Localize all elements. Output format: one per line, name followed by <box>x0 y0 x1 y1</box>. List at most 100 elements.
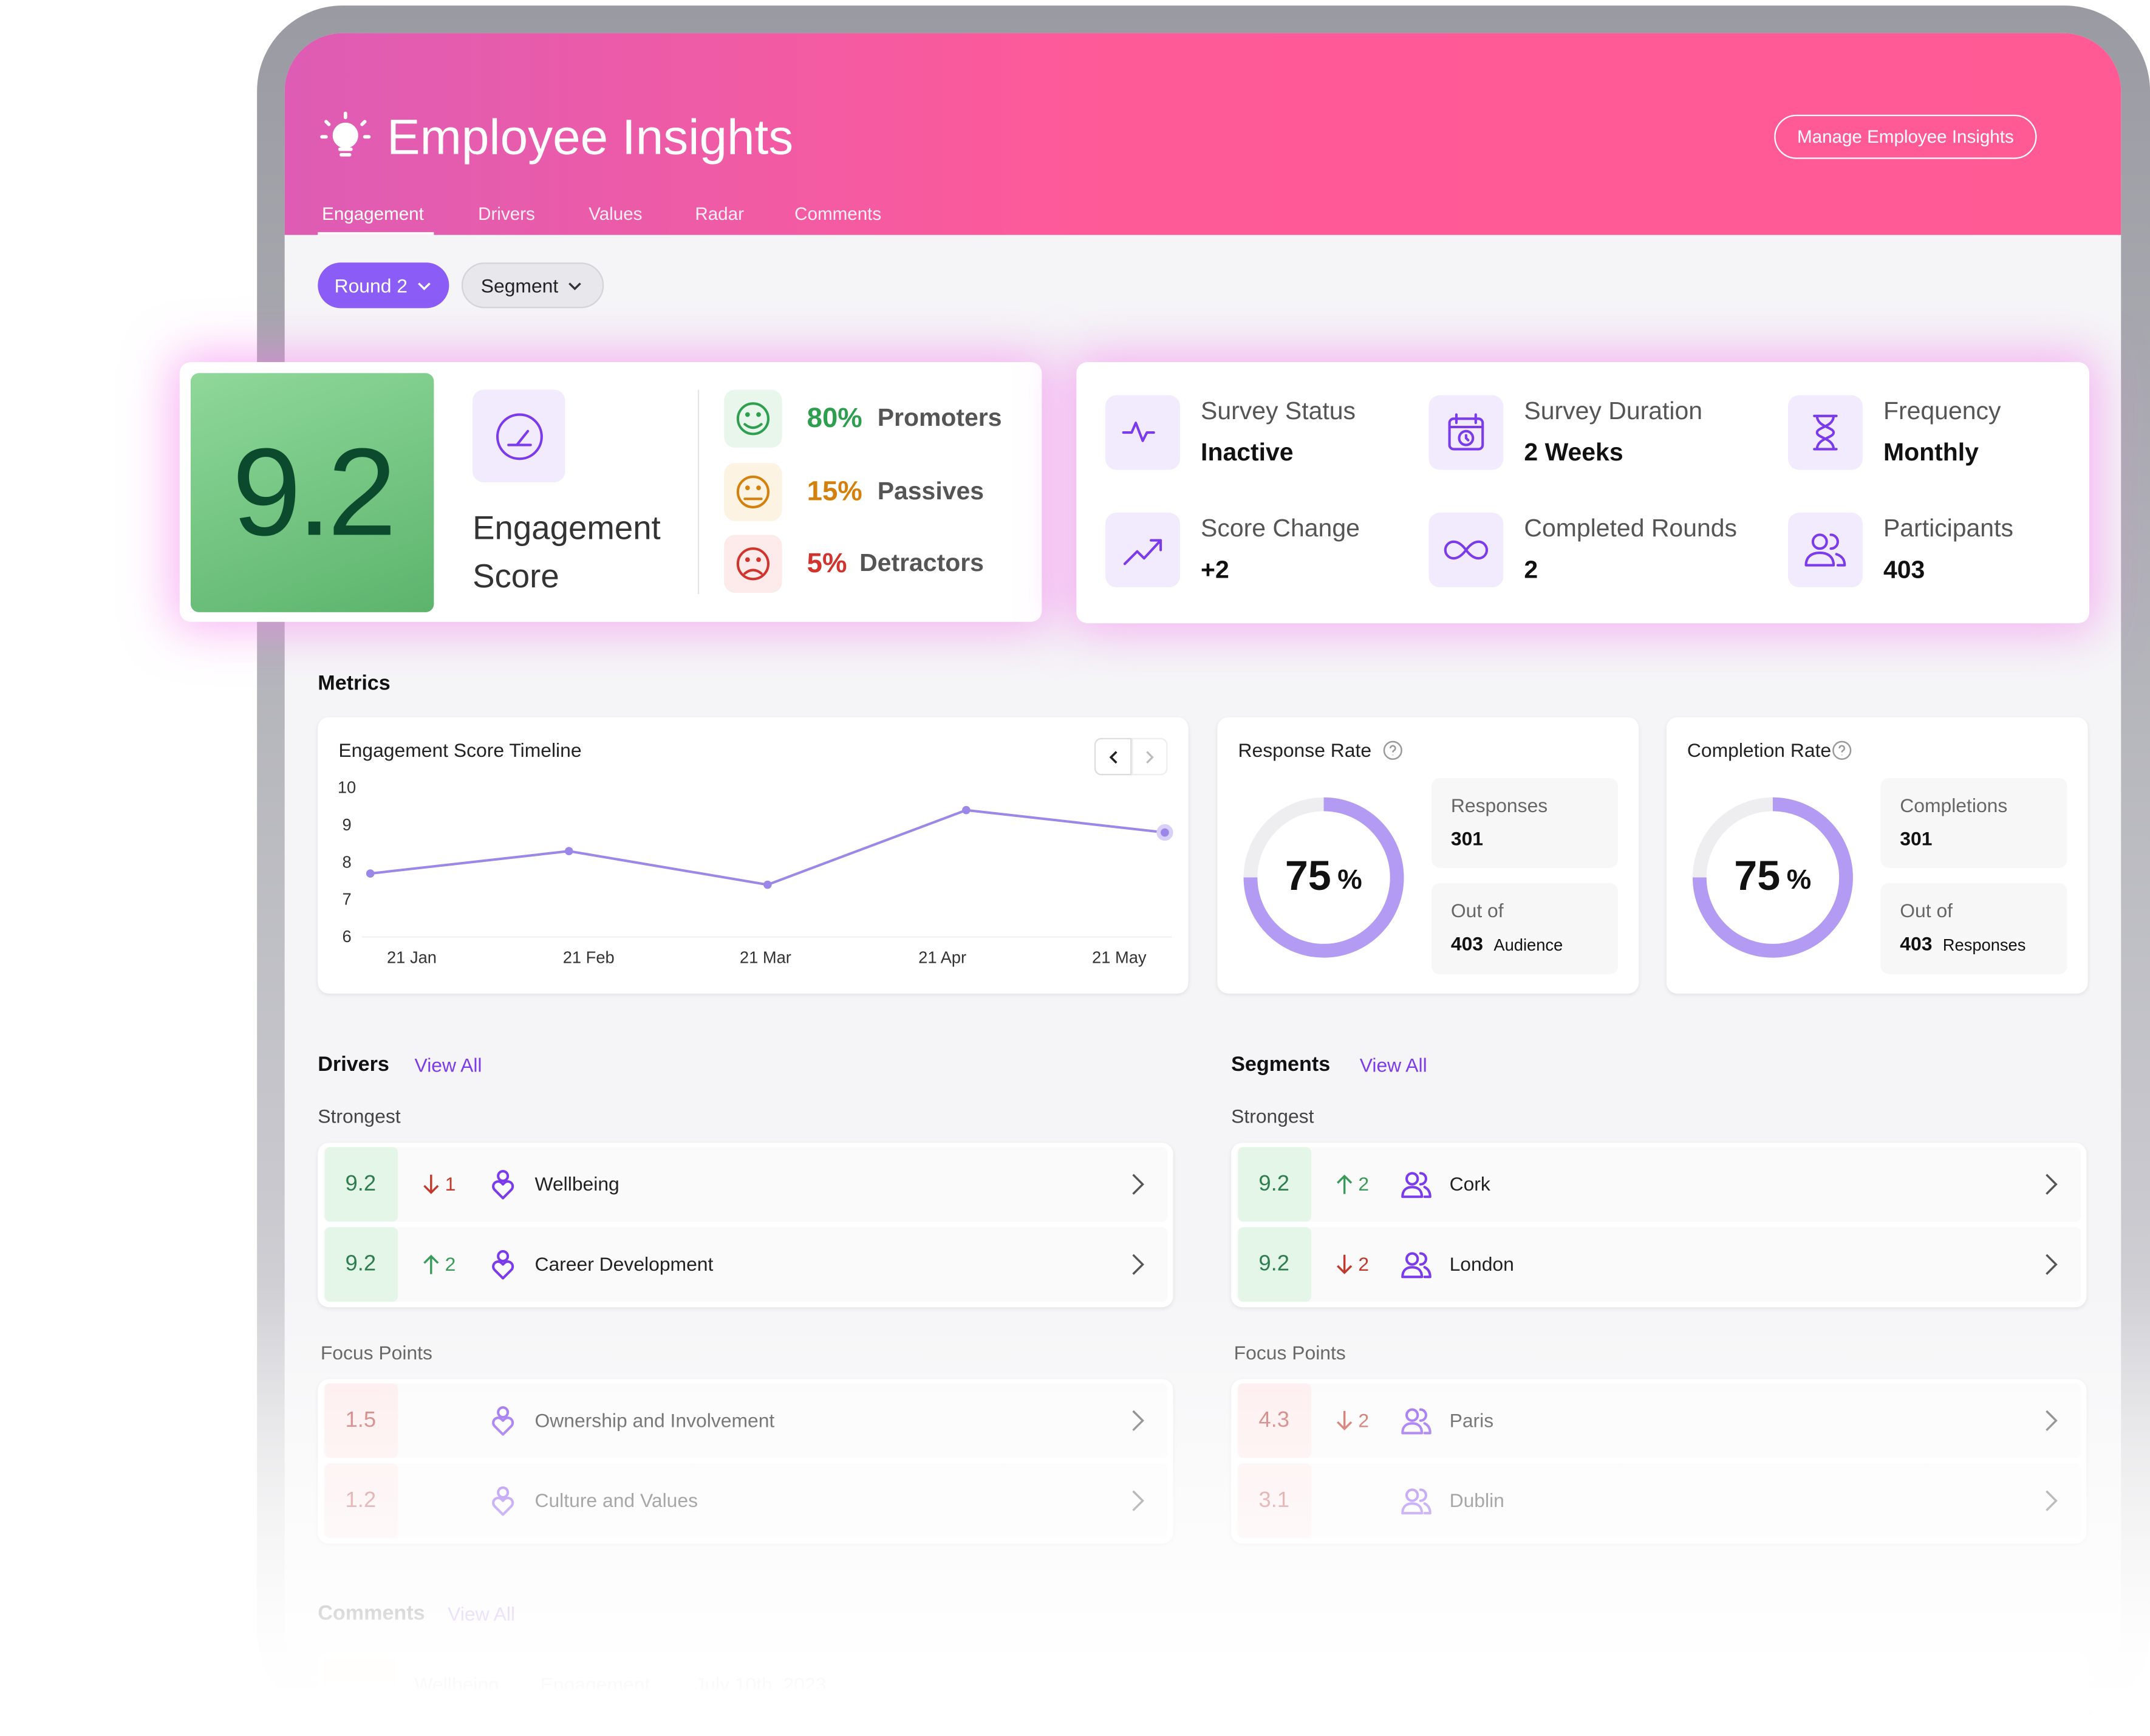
nav-tab[interactable]: Values <box>589 203 643 225</box>
group-label: Focus Points <box>1234 1341 1346 1364</box>
score-tile <box>190 373 434 612</box>
score-cell <box>1238 1147 1312 1222</box>
group-label: Focus Points <box>320 1341 432 1364</box>
row-change: 2 <box>1358 1172 1370 1195</box>
nav-tab[interactable]: Engagement <box>322 203 424 225</box>
change-arrow <box>423 1174 439 1194</box>
view-all-link[interactable]: View All <box>1359 1053 1427 1076</box>
list-row[interactable] <box>323 1147 1168 1222</box>
stat-icon <box>1123 539 1162 566</box>
total-unit: Audience <box>1493 935 1563 955</box>
bulb-icon <box>320 111 371 157</box>
stat-value: 403 <box>1883 556 1925 584</box>
row-chevron <box>2046 1490 2058 1511</box>
header <box>284 33 2121 235</box>
stat-icon-box <box>1105 395 1180 470</box>
row-chevron <box>1132 1174 1144 1195</box>
rate-title: Response Rate <box>1238 739 1372 761</box>
x-tick-label: 21 Feb <box>562 948 615 968</box>
y-tick-label: 10 <box>337 777 357 798</box>
nps-label: Passives <box>877 477 985 505</box>
round-filter-label: Round 2 <box>334 274 408 297</box>
data-point <box>366 869 375 878</box>
row-score: 4.3 <box>1258 1409 1289 1432</box>
y-tick-label: 9 <box>342 815 352 835</box>
list-row[interactable] <box>1237 1147 2081 1222</box>
score-cell <box>324 1147 398 1222</box>
nps-percent: 80% <box>807 403 862 434</box>
total-box <box>1880 883 2067 974</box>
row-name: Wellbeing <box>534 1172 619 1195</box>
stat-value: Monthly <box>1883 438 1979 466</box>
row-icon <box>492 1170 514 1200</box>
row-name: Cork <box>1449 1172 1490 1195</box>
row-change: 1 <box>445 1172 456 1195</box>
rate-title: Completion Rate <box>1687 739 1832 761</box>
count-label: Responses <box>1450 794 1548 816</box>
section-title: Comments <box>318 1601 425 1625</box>
timeline-card <box>318 717 1189 994</box>
count-value: 301 <box>1900 827 1933 850</box>
gauge-arc <box>1243 797 1404 958</box>
total-label: Out of <box>1450 899 1504 921</box>
row-icon <box>492 1250 514 1280</box>
x-tick-label: 21 May <box>1092 948 1147 968</box>
row-score: 1.5 <box>345 1409 377 1432</box>
change-arrow <box>1337 1174 1353 1194</box>
row-score: 9.2 <box>345 1172 377 1196</box>
nav-tab[interactable]: Comments <box>794 203 882 225</box>
chevron <box>418 282 431 290</box>
nps-icon-box <box>724 463 782 521</box>
x-tick-label: 21 Mar <box>739 948 791 968</box>
stats-card <box>1076 362 2089 624</box>
count-value: 301 <box>1450 827 1483 850</box>
row-icon <box>1401 1488 1432 1515</box>
row-chevron <box>1132 1410 1144 1431</box>
row-name: Dublin <box>1449 1489 1504 1512</box>
list-row[interactable] <box>323 1463 1168 1539</box>
row-change: 2 <box>1358 1409 1370 1432</box>
manage-button[interactable] <box>1774 114 2037 159</box>
nps-icon-box <box>724 389 782 448</box>
nav-tab[interactable]: Drivers <box>478 203 535 225</box>
score-value: 9.2 <box>232 424 397 562</box>
row-chevron <box>2046 1174 2058 1195</box>
rate-value: 75 <box>1285 854 1331 900</box>
list-row[interactable] <box>1237 1463 2081 1539</box>
row-icon <box>1401 1252 1432 1279</box>
stat-icon-box <box>1105 513 1180 587</box>
stat-label: Score Change <box>1201 514 1360 542</box>
score-icon-box <box>473 389 565 483</box>
view-all-link[interactable]: View All <box>414 1053 482 1076</box>
nps-label: Promoters <box>877 403 1002 432</box>
view-all-link[interactable]: View All <box>448 1602 516 1625</box>
help-icon <box>1832 740 1852 760</box>
stat-icon <box>1813 414 1838 451</box>
total-unit: Responses <box>1942 935 2026 955</box>
count-label: Completions <box>1900 794 2008 816</box>
row-chevron <box>1132 1254 1144 1275</box>
y-tick-label: 7 <box>342 889 352 909</box>
section-title: Drivers <box>318 1053 389 1077</box>
row-score: 1.2 <box>345 1489 377 1512</box>
chart-title: Engagement Score Timeline <box>338 739 582 761</box>
stat-label: Frequency <box>1883 397 2001 425</box>
nps-percent: 15% <box>807 476 862 507</box>
total-value: 403 <box>1900 932 1933 955</box>
stat-label: Survey Status <box>1201 397 1356 425</box>
bottom-mask <box>138 1689 2150 1714</box>
change-arrow <box>1337 1410 1353 1430</box>
row-score: 9.2 <box>1258 1252 1289 1276</box>
count-box <box>1432 777 1619 868</box>
nav-tab[interactable]: Radar <box>695 203 744 225</box>
next-button[interactable] <box>1131 737 1168 776</box>
page-title: Employee Insights <box>387 108 794 165</box>
group-label: Strongest <box>1231 1105 1314 1127</box>
stat-label: Participants <box>1883 514 2013 542</box>
row-chevron <box>1132 1490 1144 1511</box>
chevron-left <box>1109 751 1118 764</box>
prev-button[interactable] <box>1094 737 1132 776</box>
segment-filter[interactable] <box>461 262 604 309</box>
row-icon <box>492 1486 514 1516</box>
